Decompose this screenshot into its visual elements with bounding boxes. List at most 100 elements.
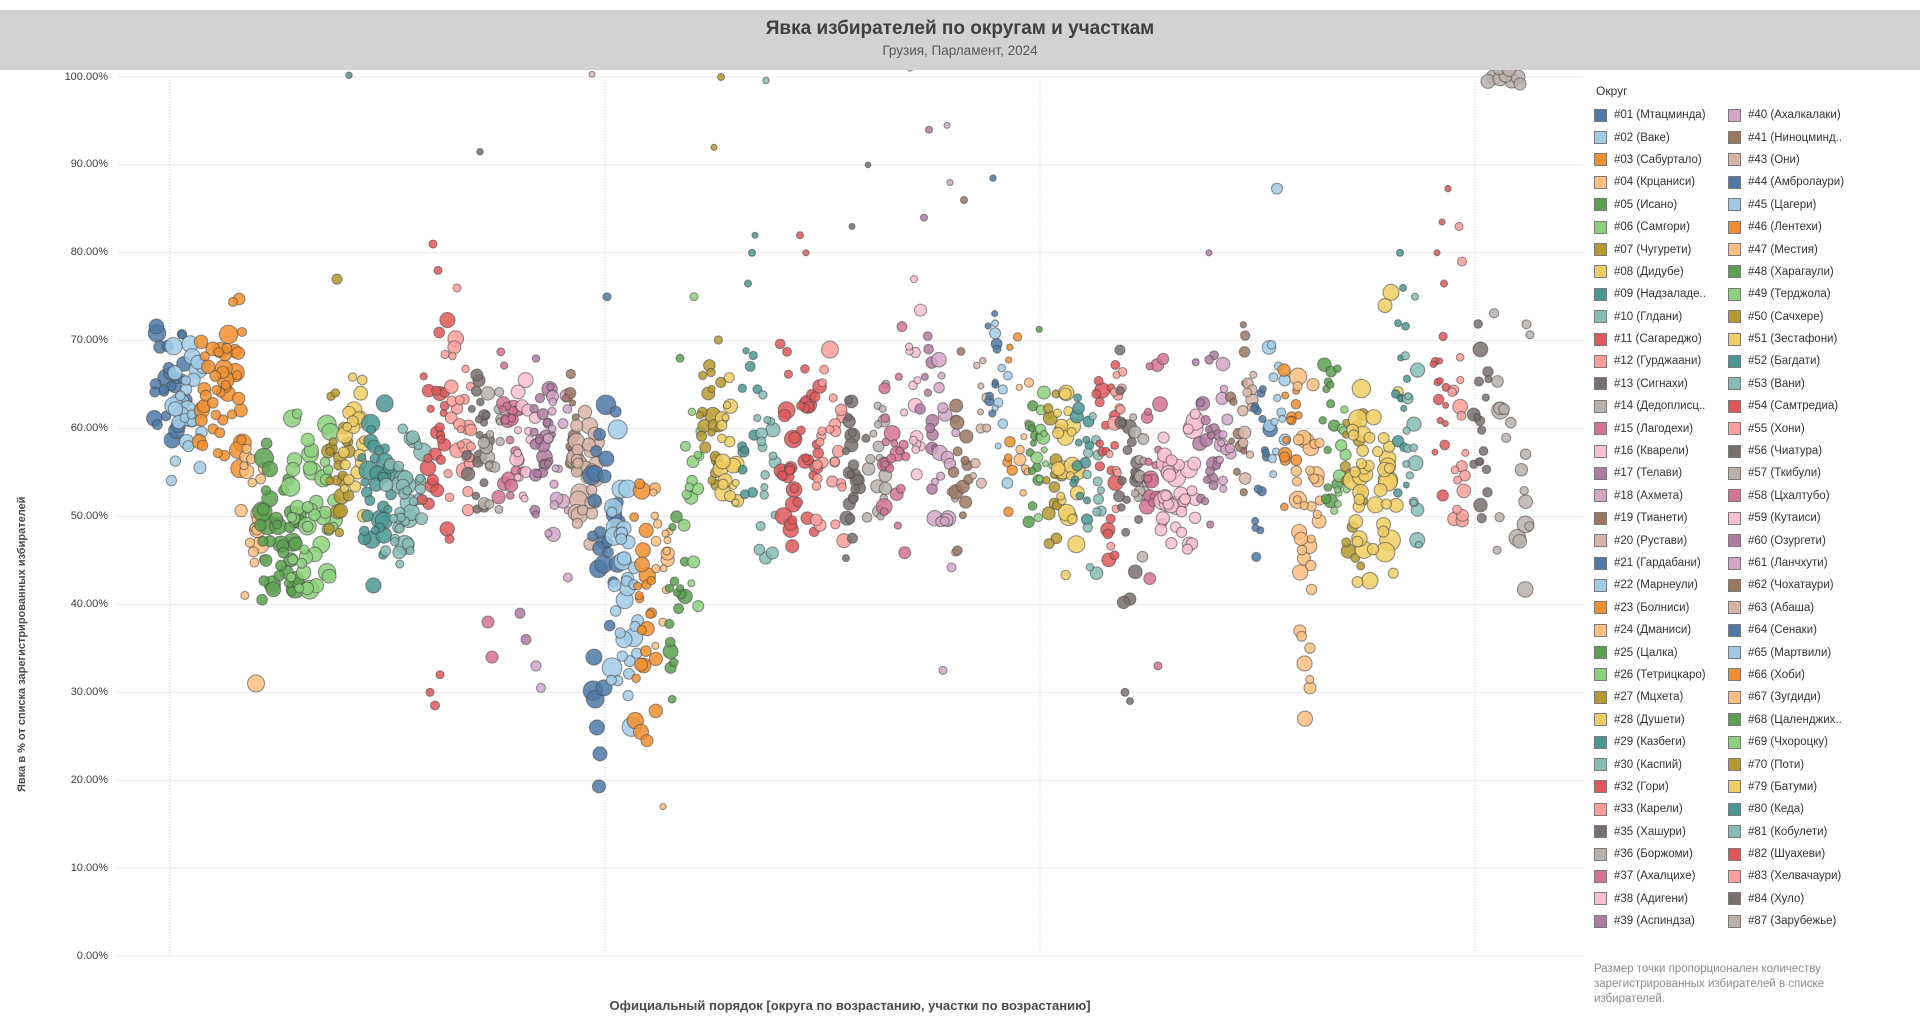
data-point[interactable] [428,239,438,249]
data-point[interactable] [699,441,712,454]
data-point[interactable] [333,503,349,519]
legend-item[interactable]: #39 (Аспиндза) [1594,910,1728,932]
data-point[interactable] [841,554,850,563]
legend-item[interactable]: #82 (Шуахеви) [1728,843,1920,865]
data-point[interactable] [1082,522,1093,533]
data-point[interactable] [1073,393,1083,403]
data-point[interactable] [1481,393,1490,402]
data-point[interactable] [491,489,506,505]
data-point[interactable] [321,568,337,584]
data-point[interactable] [1395,248,1405,257]
legend-item[interactable]: #41 (Ниноцминд.. [1728,126,1920,148]
data-point[interactable] [753,413,762,423]
data-point[interactable] [662,546,672,556]
data-point[interactable] [1253,484,1263,494]
data-point[interactable] [390,536,400,547]
data-point[interactable] [740,445,749,455]
data-point[interactable] [1314,437,1325,449]
data-point[interactable] [260,437,273,450]
data-point[interactable] [650,535,662,547]
data-point[interactable] [1251,523,1260,532]
data-point[interactable] [419,372,428,381]
data-point[interactable] [1258,385,1267,394]
data-point[interactable] [914,403,926,415]
legend-item[interactable]: #49 (Терджола) [1728,283,1920,305]
data-point[interactable] [588,70,596,78]
data-point[interactable] [960,455,970,466]
data-point[interactable] [1122,495,1131,505]
data-point[interactable] [783,369,793,379]
data-point[interactable] [1525,330,1535,340]
data-point[interactable] [360,477,370,487]
data-point[interactable] [577,404,593,420]
data-point[interactable] [240,590,250,600]
data-point[interactable] [1488,308,1500,319]
data-point[interactable] [1003,453,1013,462]
data-point[interactable] [638,522,654,538]
data-point[interactable] [1269,470,1278,479]
data-point[interactable] [1347,429,1360,441]
legend-item[interactable]: #28 (Душети) [1594,709,1728,731]
data-point[interactable] [1473,319,1483,329]
data-point[interactable] [760,483,769,492]
data-point[interactable] [439,521,455,537]
data-point[interactable] [1258,414,1267,424]
data-point[interactable] [513,448,522,458]
data-point[interactable] [1380,498,1393,510]
data-point[interactable] [1238,472,1252,485]
legend-item[interactable]: #23 (Болниси) [1594,597,1728,619]
data-point[interactable] [318,505,333,519]
data-point[interactable] [495,436,505,447]
data-point[interactable] [817,426,827,436]
data-point[interactable] [180,375,191,386]
data-point[interactable] [670,510,683,524]
data-point[interactable] [1292,564,1309,581]
data-point[interactable] [645,609,655,619]
data-point[interactable] [530,660,542,672]
data-point[interactable] [717,478,729,491]
data-point[interactable] [1125,697,1135,706]
data-point[interactable] [592,746,608,762]
data-point[interactable] [258,575,270,587]
data-point[interactable] [893,521,902,530]
data-point[interactable] [1323,483,1333,492]
data-point[interactable] [167,365,183,381]
data-point[interactable] [795,401,806,411]
legend-item[interactable]: #80 (Кеда) [1728,798,1920,820]
data-point[interactable] [878,404,887,413]
data-point[interactable] [991,319,1000,328]
data-point[interactable] [246,674,266,693]
data-point[interactable] [1290,465,1302,477]
data-point[interactable] [1387,567,1399,579]
data-point[interactable] [713,335,724,345]
data-point[interactable] [562,572,573,583]
data-point[interactable] [737,383,748,394]
data-point[interactable] [768,451,778,461]
data-point[interactable] [565,368,576,380]
data-point[interactable] [739,489,750,500]
data-point[interactable] [752,384,763,395]
data-point[interactable] [714,453,731,470]
data-point[interactable] [946,178,954,187]
data-point[interactable] [663,536,672,545]
data-point[interactable] [684,482,694,492]
data-point[interactable] [1162,468,1177,483]
data-point[interactable] [1491,375,1504,388]
data-point[interactable] [1405,471,1415,480]
data-point[interactable] [423,453,433,464]
data-point[interactable] [1043,403,1054,414]
data-point[interactable] [439,312,456,329]
data-point[interactable] [1459,469,1471,482]
data-point[interactable] [1455,352,1465,362]
data-point[interactable] [480,386,496,401]
data-point[interactable] [1296,544,1308,556]
data-point[interactable] [1066,427,1077,437]
data-point[interactable] [1348,514,1364,529]
data-point[interactable] [1157,431,1170,444]
data-point[interactable] [542,432,554,444]
data-point[interactable] [1266,340,1277,350]
data-point[interactable] [325,476,335,486]
data-point[interactable] [1281,391,1290,400]
data-point[interactable] [174,390,186,402]
legend-item[interactable]: #45 (Цагери) [1728,194,1920,216]
